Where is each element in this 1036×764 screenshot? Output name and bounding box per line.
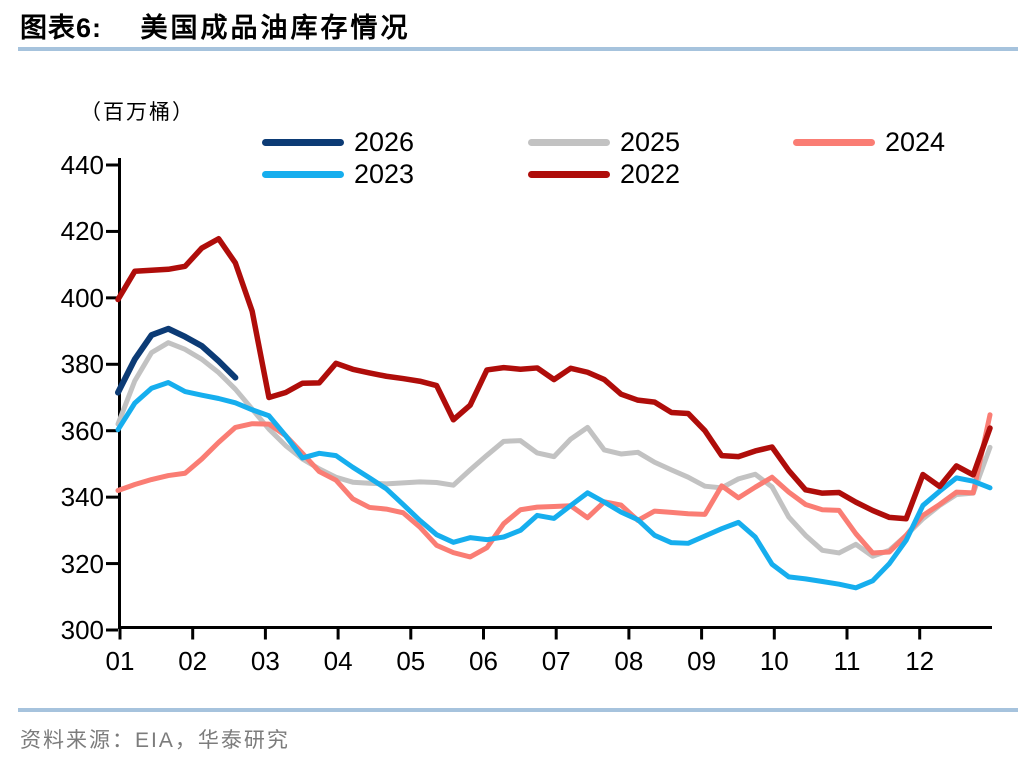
figure-title: 图表6: 美国成品油库存情况: [20, 6, 411, 45]
x-tick-label: 03: [250, 646, 280, 676]
x-tick-label: 07: [541, 646, 571, 676]
x-tick-label: 12: [905, 646, 935, 676]
x-tick-label: 04: [323, 646, 353, 676]
legend-label-2024: 2024: [885, 127, 946, 157]
series-line-2026: [115, 325, 239, 396]
series-line-2025: [115, 340, 993, 559]
legend-item-2026: 2026: [262, 128, 414, 156]
series-line-2022: [115, 235, 993, 522]
y-tick-label: 340: [60, 482, 104, 513]
legend-swatch-2025: [528, 138, 610, 146]
x-tick-label: 01: [105, 646, 135, 676]
y-axis-unit-label: （百万桶）: [80, 101, 195, 124]
legend-swatch-2023: [262, 170, 344, 178]
series-line-2024: [115, 412, 993, 560]
legend-swatch-2022: [528, 170, 610, 178]
legend-label-2023: 2023: [354, 159, 415, 189]
y-tick-label: 400: [60, 282, 104, 313]
x-tick-label: 05: [396, 646, 426, 676]
legend-item-2022: 2022: [528, 160, 680, 188]
legend-item-2025: 2025: [528, 128, 680, 156]
legend-swatch-2026: [262, 138, 344, 146]
legend-label-2026: 2026: [354, 127, 415, 157]
y-tick-label: 360: [60, 415, 104, 446]
legend-item-2023: 2023: [262, 160, 414, 188]
legend-item-2024: 2024: [793, 128, 945, 156]
y-tick-label: 300: [60, 615, 104, 645]
legend-label-2022: 2022: [620, 159, 681, 189]
series-line-2023: [115, 380, 993, 591]
x-tick-label: 06: [469, 646, 498, 676]
legend-label-2025: 2025: [620, 127, 681, 157]
x-tick-label: 02: [178, 646, 208, 676]
x-tick-label: 08: [614, 646, 644, 676]
figure-number-label: 图表6:: [20, 13, 103, 43]
y-tick-label: 380: [60, 349, 104, 380]
x-tick-label: 10: [759, 646, 789, 676]
title-underline: [18, 47, 1018, 51]
y-tick-label: 320: [60, 548, 104, 579]
y-tick-label: 420: [60, 216, 104, 247]
x-tick-label: 09: [687, 646, 717, 676]
source-note: 资料来源：EIA，华泰研究: [20, 729, 290, 752]
x-tick-label: 11: [833, 646, 861, 676]
footer-divider: [18, 708, 1018, 712]
figure-title-text: 美国成品油库存情况: [140, 13, 411, 43]
y-tick-label: 440: [60, 150, 104, 180]
legend-swatch-2024: [793, 138, 875, 146]
